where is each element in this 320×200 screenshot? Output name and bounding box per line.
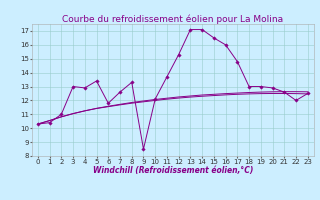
Title: Courbe du refroidissement éolien pour La Molina: Courbe du refroidissement éolien pour La… <box>62 14 284 24</box>
X-axis label: Windchill (Refroidissement éolien,°C): Windchill (Refroidissement éolien,°C) <box>92 166 253 175</box>
